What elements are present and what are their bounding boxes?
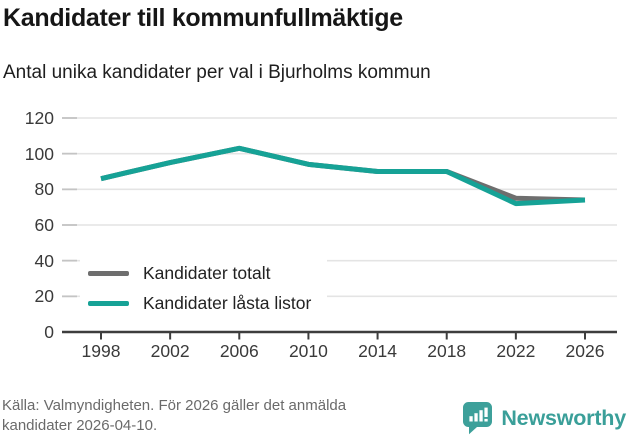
legend-item-locked-lists: Kandidater låsta listor xyxy=(88,293,311,314)
y-axis-label: 40 xyxy=(34,250,54,271)
legend-item-total: Kandidater totalt xyxy=(88,263,311,284)
line-series-0 xyxy=(100,145,586,203)
legend-swatch-locked-lists xyxy=(88,301,129,306)
x-axis-label: 1998 xyxy=(81,341,121,361)
y-axis-label: 120 xyxy=(24,108,54,128)
legend-label-locked-lists: Kandidater låsta listor xyxy=(143,293,312,313)
chart-title: Kandidater till kommunfullmäktige xyxy=(3,4,403,32)
y-axis-label: 100 xyxy=(24,143,54,164)
y-axis-label: 80 xyxy=(34,179,54,200)
x-axis-label: 2002 xyxy=(150,341,190,361)
bar-chart-speech-bubble-icon xyxy=(463,402,493,435)
x-axis-label: 2006 xyxy=(219,341,259,361)
x-axis-label: 2010 xyxy=(288,341,328,361)
x-axis-label: 2014 xyxy=(358,341,398,361)
newsworthy-logo: Newsworthy xyxy=(462,401,626,435)
y-axis-label: 60 xyxy=(34,215,54,235)
newsworthy-wordmark: Newsworthy xyxy=(501,405,626,430)
x-axis-label: 2022 xyxy=(496,341,536,361)
y-axis-label: 20 xyxy=(34,286,54,307)
legend: Kandidater totalt Kandidater låsta listo… xyxy=(80,256,328,323)
source-note: Källa: Valmyndigheten. För 2026 gäller d… xyxy=(2,397,347,434)
x-axis-label: 2018 xyxy=(427,341,467,361)
line-series-1 xyxy=(100,145,586,207)
legend-label-total: Kandidater totalt xyxy=(143,263,271,283)
x-axis-label: 2026 xyxy=(565,341,605,361)
legend-swatch-total xyxy=(88,271,129,276)
chart-subtitle: Antal unika kandidater per val i Bjurhol… xyxy=(3,62,431,83)
y-axis-label: 0 xyxy=(44,322,54,342)
